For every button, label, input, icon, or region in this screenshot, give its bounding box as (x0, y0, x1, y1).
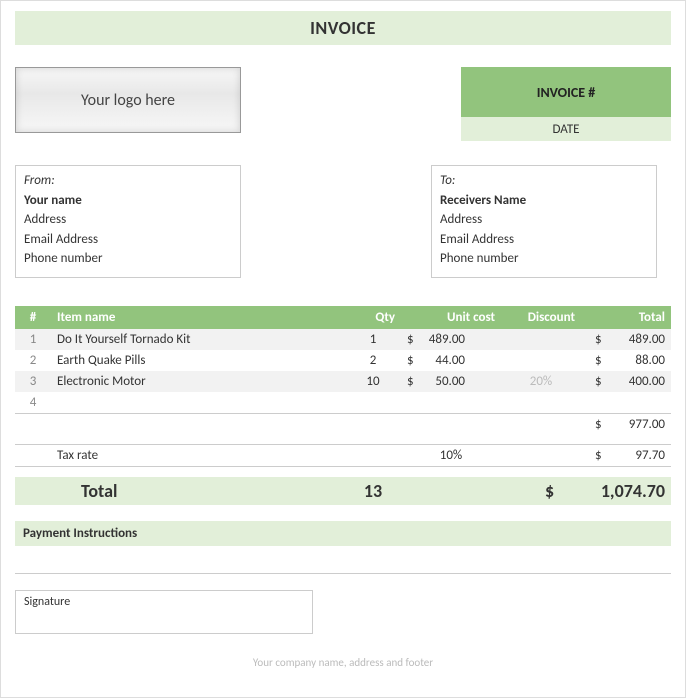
grand-total-qty: 13 (345, 477, 401, 505)
items-table: # Item name Qty Unit cost Discount Total… (15, 306, 671, 505)
cell-name: Earth Quake Pills (51, 350, 345, 371)
to-name: Receivers Name (440, 191, 648, 211)
logo-placeholder[interactable]: Your logo here (15, 67, 241, 133)
table-header-row: # Item name Qty Unit cost Discount Total (15, 306, 671, 329)
from-label: From: (24, 171, 232, 191)
cell-name: Electronic Motor (51, 371, 345, 392)
address-row: From: Your name Address Email Address Ph… (15, 165, 671, 278)
tax-amount: $97.70 (581, 445, 671, 467)
cell-unit: $44.00 (401, 350, 501, 371)
header-row: Your logo here INVOICE # DATE (15, 67, 671, 141)
col-num: # (15, 306, 51, 329)
tax-row: Tax rate 10% $97.70 (15, 445, 671, 467)
signature-box: Signature (15, 590, 313, 634)
cell-num: 3 (15, 371, 51, 392)
col-discount: Discount (501, 306, 581, 329)
table-row: 2 Earth Quake Pills 2 $44.00 $88.00 (15, 350, 671, 371)
cell-discount (501, 392, 581, 414)
to-phone: Phone number (440, 249, 648, 269)
invoice-page: INVOICE Your logo here INVOICE # DATE Fr… (0, 0, 686, 698)
cell-unit: $489.00 (401, 329, 501, 350)
subtotal-row: $977.00 (15, 413, 671, 435)
cell-qty: 1 (345, 329, 401, 350)
cell-unit: $50.00 (401, 371, 501, 392)
from-email: Email Address (24, 230, 232, 250)
from-address: Address (24, 210, 232, 230)
cell-discount (501, 329, 581, 350)
to-box: To: Receivers Name Address Email Address… (431, 165, 657, 278)
cell-num: 2 (15, 350, 51, 371)
table-row: 1 Do It Yourself Tornado Kit 1 $489.00 $… (15, 329, 671, 350)
to-address: Address (440, 210, 648, 230)
invoice-title: INVOICE (15, 11, 671, 45)
tax-label: Tax rate (51, 445, 345, 467)
footer-text: Your company name, address and footer (15, 656, 671, 669)
cell-qty (345, 392, 401, 414)
tax-rate: 10% (401, 445, 501, 467)
grand-total-label: Total (51, 477, 345, 505)
cell-qty: 10 (345, 371, 401, 392)
cell-total: $88.00 (581, 350, 671, 371)
invoice-number-label: INVOICE # (461, 67, 671, 117)
signature-label: Signature (24, 595, 70, 609)
cell-total (581, 392, 671, 414)
grand-total-amount: $1,074.70 (501, 477, 671, 505)
to-email: Email Address (440, 230, 648, 250)
invoice-meta: INVOICE # DATE (461, 67, 671, 141)
payment-instructions-label: Payment Instructions (15, 521, 671, 546)
from-box: From: Your name Address Email Address Ph… (15, 165, 241, 278)
col-item: Item name (51, 306, 345, 329)
col-unit: Unit cost (401, 306, 501, 329)
to-label: To: (440, 171, 648, 191)
cell-total: $489.00 (581, 329, 671, 350)
col-total: Total (581, 306, 671, 329)
table-row: 4 (15, 392, 671, 414)
cell-name: Do It Yourself Tornado Kit (51, 329, 345, 350)
cell-discount (501, 350, 581, 371)
col-qty: Qty (345, 306, 401, 329)
cell-name (51, 392, 345, 414)
cell-num: 4 (15, 392, 51, 414)
invoice-date-label: DATE (461, 117, 671, 141)
table-row: 3 Electronic Motor 10 $50.00 20% $400.00 (15, 371, 671, 392)
cell-discount: 20% (501, 371, 581, 392)
cell-unit (401, 392, 501, 414)
from-name: Your name (24, 191, 232, 211)
payment-instructions-body (15, 546, 671, 574)
grand-total-row: Total 13 $1,074.70 (15, 477, 671, 505)
from-phone: Phone number (24, 249, 232, 269)
subtotal-value: $977.00 (581, 413, 671, 435)
cell-total: $400.00 (581, 371, 671, 392)
cell-num: 1 (15, 329, 51, 350)
cell-qty: 2 (345, 350, 401, 371)
